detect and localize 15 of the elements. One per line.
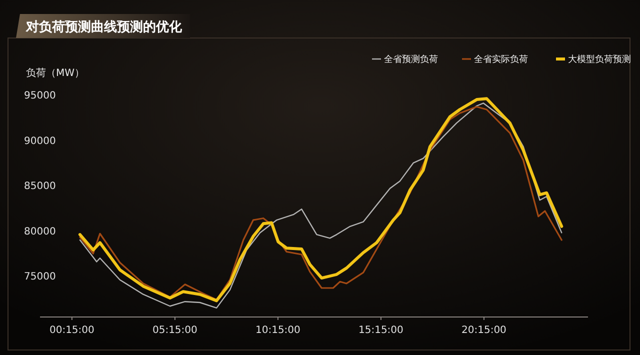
x-tick-label: 00:15:00 bbox=[49, 325, 94, 336]
legend-label: 全省预测负荷 bbox=[384, 54, 438, 65]
y-tick-label: 90000 bbox=[24, 136, 56, 147]
chart-title: 对负荷预测曲线预测的优化 bbox=[25, 19, 183, 35]
x-tick-label: 10:15:00 bbox=[255, 325, 300, 336]
x-tick-label: 20:15:00 bbox=[462, 325, 506, 336]
y-tick-label: 75000 bbox=[24, 272, 56, 283]
legend-label: 大模型负荷预测 bbox=[568, 54, 631, 65]
x-tick-label: 15:15:00 bbox=[358, 325, 404, 336]
x-tick-label: 05:15:00 bbox=[152, 325, 198, 336]
y-tick-label: 95000 bbox=[24, 90, 56, 102]
y-tick-label: 80000 bbox=[24, 226, 56, 238]
y-tick-label: 85000 bbox=[24, 181, 56, 192]
y-axis-title: 负荷（MW） bbox=[26, 67, 85, 79]
legend-label: 全省实际负荷 bbox=[474, 54, 528, 65]
